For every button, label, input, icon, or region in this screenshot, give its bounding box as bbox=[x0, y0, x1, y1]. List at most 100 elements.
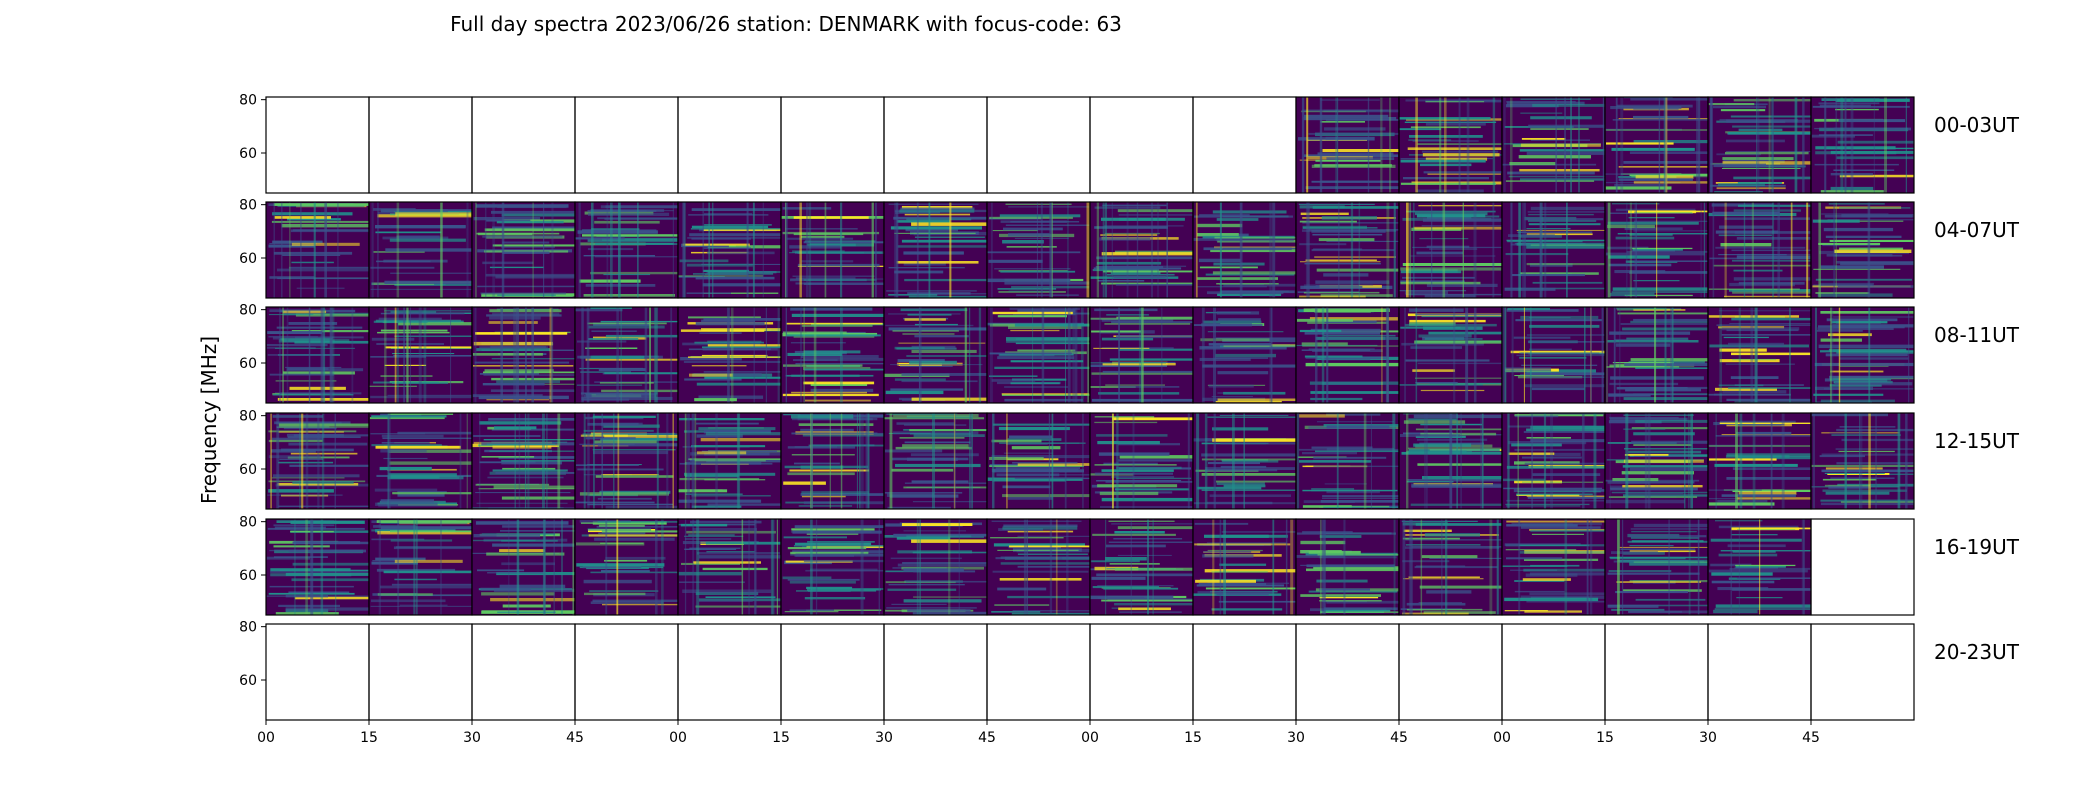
spectrum-stripe bbox=[1094, 308, 1158, 312]
time-band bbox=[334, 413, 336, 509]
spectrum-stripe bbox=[904, 482, 987, 484]
spectrum-stripe bbox=[1427, 173, 1501, 175]
spectrum-stripe bbox=[1532, 103, 1605, 107]
spectrum-stripe bbox=[997, 587, 1047, 591]
spectrum-stripe bbox=[584, 394, 642, 398]
spectrum-stripe bbox=[296, 287, 345, 289]
spectrum-stripe bbox=[292, 541, 369, 545]
spectrum-stripe bbox=[1315, 280, 1390, 284]
time-band bbox=[474, 307, 477, 403]
spectrum-stripe bbox=[1833, 127, 1911, 131]
spectrum-stripe bbox=[1410, 255, 1496, 257]
spectrum-stripe bbox=[893, 414, 979, 418]
spectrum-stripe bbox=[1736, 431, 1792, 435]
spectrum-stripe bbox=[1408, 447, 1502, 450]
spectrum-stripe bbox=[1731, 317, 1811, 321]
spectrum-stripe bbox=[472, 394, 543, 398]
time-band bbox=[1696, 97, 1699, 193]
spectrum-stripe bbox=[1526, 428, 1605, 432]
spectrum-stripe bbox=[805, 399, 871, 402]
spectrum-stripe bbox=[1106, 544, 1166, 548]
spectrum-stripe bbox=[785, 228, 858, 230]
spectrum-stripe bbox=[290, 452, 358, 455]
spectrum-stripe bbox=[911, 349, 977, 353]
time-band bbox=[894, 202, 896, 298]
time-band bbox=[337, 202, 339, 298]
spectrum-stripe bbox=[1419, 585, 1502, 589]
spectrum-stripe bbox=[1317, 152, 1394, 156]
spectrum-stripe bbox=[1409, 319, 1486, 323]
spectrogram-panel bbox=[1707, 96, 1812, 194]
spectrum-stripe bbox=[890, 388, 964, 391]
spectrum-stripe bbox=[388, 449, 472, 453]
time-band bbox=[1531, 413, 1533, 509]
time-band bbox=[1617, 519, 1620, 615]
spectrum-stripe bbox=[1718, 234, 1772, 237]
spectrum-stripe bbox=[1218, 318, 1261, 321]
spectrum-stripe bbox=[1624, 448, 1708, 450]
time-band bbox=[1690, 413, 1693, 509]
spectrum-stripe bbox=[489, 266, 544, 269]
spectrum-stripe bbox=[1216, 480, 1296, 483]
spectrum-stripe bbox=[1717, 499, 1768, 503]
time-band bbox=[527, 413, 530, 509]
spectrogram-panel bbox=[471, 201, 576, 299]
spectrum-stripe bbox=[1211, 571, 1268, 573]
spectrum-stripe bbox=[597, 521, 678, 523]
spectrum-stripe bbox=[1504, 367, 1551, 371]
time-band bbox=[772, 519, 775, 615]
spectrum-stripe bbox=[902, 333, 955, 335]
spectrum-stripe bbox=[1831, 321, 1888, 324]
spectrum-stripe bbox=[1002, 485, 1051, 489]
spectrum-stripe bbox=[1092, 586, 1159, 589]
time-band bbox=[1315, 307, 1318, 403]
spectrum-stripe bbox=[577, 468, 664, 471]
time-band bbox=[308, 307, 311, 403]
spectrum-stripe bbox=[473, 435, 541, 437]
time-band bbox=[1835, 97, 1838, 193]
spectrum-stripe bbox=[267, 331, 322, 334]
row-time-label: 04-07UT bbox=[1934, 218, 2020, 242]
spectrum-stripe bbox=[1096, 434, 1168, 437]
time-band bbox=[1067, 307, 1071, 403]
time-band bbox=[1751, 202, 1754, 298]
time-band bbox=[1517, 413, 1519, 509]
row-time-label: 12-15UT bbox=[1934, 429, 2020, 453]
time-band bbox=[1213, 413, 1216, 509]
spectrum-stripe bbox=[809, 568, 878, 572]
spectrum-stripe bbox=[1505, 503, 1590, 506]
spectrum-stripe bbox=[1621, 471, 1694, 475]
spectrum-stripe bbox=[278, 431, 344, 433]
spectrum-stripe bbox=[1628, 450, 1702, 454]
time-band bbox=[916, 519, 919, 615]
spectrum-stripe bbox=[1520, 112, 1563, 114]
spectrum-stripe bbox=[603, 274, 651, 276]
spectrum-stripe bbox=[1530, 128, 1589, 130]
time-band bbox=[1607, 202, 1611, 298]
spectrum-stripe bbox=[1302, 225, 1367, 229]
spectrum-stripe bbox=[1003, 227, 1063, 231]
spectrum-stripe bbox=[1424, 338, 1483, 340]
spectrum-stripe bbox=[1617, 394, 1708, 396]
spectrum-stripe bbox=[1605, 186, 1672, 190]
time-band bbox=[990, 307, 993, 403]
spectrum-stripe bbox=[1198, 258, 1241, 263]
time-band bbox=[1415, 97, 1418, 193]
spectrum-stripe bbox=[1529, 324, 1600, 328]
time-band bbox=[1586, 519, 1589, 615]
spectrum-stripe bbox=[1311, 249, 1395, 252]
time-band bbox=[1126, 202, 1129, 298]
spectrum-stripe bbox=[989, 216, 1073, 219]
time-band bbox=[1036, 202, 1038, 298]
spectrum-stripe bbox=[380, 449, 427, 453]
spectrum-stripe bbox=[268, 244, 315, 248]
spectrum-stripe bbox=[1114, 531, 1165, 534]
spectrum-stripe bbox=[1516, 242, 1605, 246]
spectrum-stripe bbox=[1811, 134, 1855, 138]
panel-fill bbox=[369, 519, 472, 615]
spectrum-stripe bbox=[703, 247, 751, 249]
spectrum-stripe bbox=[1733, 209, 1801, 212]
time-band bbox=[813, 307, 817, 403]
spectrum-stripe bbox=[1300, 212, 1349, 215]
spectrum-stripe bbox=[1528, 220, 1597, 222]
